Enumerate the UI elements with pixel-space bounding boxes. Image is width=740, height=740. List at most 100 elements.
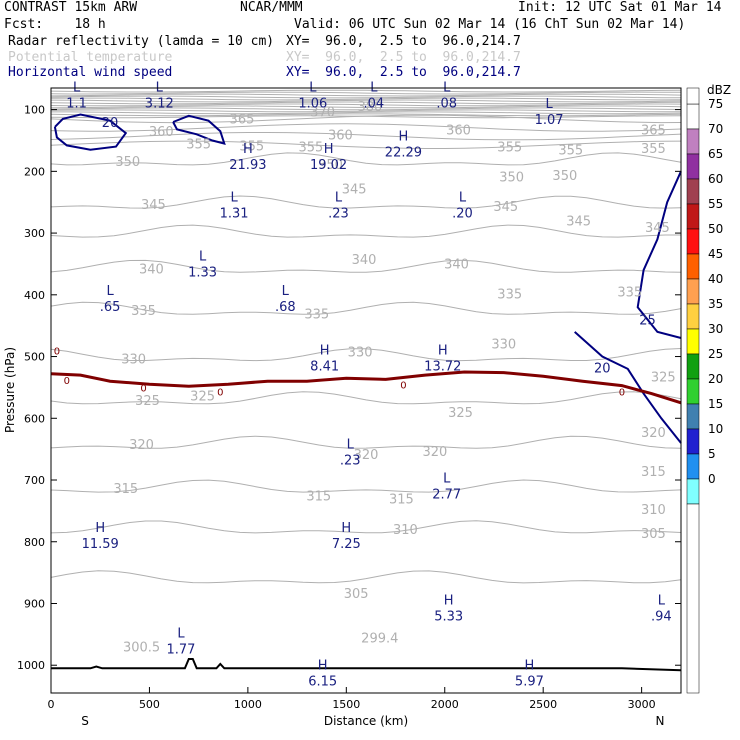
y-tick-label: 600 <box>24 412 45 425</box>
wind-extremum-marker: L <box>335 191 343 206</box>
wind-contour-line <box>574 331 682 444</box>
colorbar-label: 35 <box>708 297 723 311</box>
theta-contour-line <box>50 195 682 209</box>
colorbar-swatch <box>686 87 700 105</box>
y-tick-label: 300 <box>24 227 45 240</box>
theta-label: 350 <box>552 169 577 184</box>
colorbar-swatch <box>686 428 700 455</box>
x-axis-label: Distance (km) <box>324 714 408 728</box>
wind-extremum-value: 1.77 <box>166 642 195 657</box>
wind-contour-label: 20 <box>102 116 119 131</box>
theta-label: 340 <box>352 253 377 268</box>
theta-label: 325 <box>135 394 160 409</box>
theta-contour-line <box>50 152 682 166</box>
y-tick-label: 900 <box>24 597 45 610</box>
x-tick-label: 500 <box>139 698 160 711</box>
x-end-label-right: N <box>656 714 665 728</box>
wind-extremum-value: 5.97 <box>515 675 544 690</box>
theta-contour-line <box>50 520 682 534</box>
colorbar-label: 50 <box>708 222 723 236</box>
wind-contours <box>53 113 682 444</box>
wind-extremum-marker: H <box>444 594 454 609</box>
theta-contour-line <box>50 109 682 113</box>
wind-extremum-value: 6.15 <box>308 675 337 690</box>
freezing-level-label: 0 <box>217 388 223 399</box>
wind-contour-label: 25 <box>639 314 656 329</box>
y-tick-label: 400 <box>24 289 45 302</box>
theta-label: 320 <box>354 448 379 463</box>
theta-contour-line <box>50 140 682 149</box>
y-tick-label: 800 <box>24 536 45 549</box>
theta-contour-line <box>50 113 682 117</box>
colorbar-swatch <box>686 203 700 230</box>
colorbar-label: 20 <box>708 372 723 386</box>
wind-extremum-value: 5.33 <box>434 610 463 625</box>
theta-label: 335 <box>304 307 329 322</box>
theta-label: 305 <box>641 527 666 542</box>
wind-extremum-marker: L <box>177 626 185 641</box>
wind-extremum-marker: H <box>318 659 328 674</box>
x-tick-label: 3000 <box>628 698 656 711</box>
wind-extremum-value: 2.77 <box>432 488 461 503</box>
theta-label: 320 <box>641 426 666 441</box>
wind-extremum-value: 1.07 <box>535 113 564 128</box>
wind-extremum-value: 3.12 <box>145 97 174 112</box>
field3-xy: XY= 96.0, 2.5 to 96.0,214.7 <box>286 65 521 80</box>
wind-extremum-marker: H <box>341 521 351 536</box>
theta-contour-line <box>50 101 682 105</box>
wind-extremum-value: 1.06 <box>298 97 327 112</box>
wind-extremum-marker: H <box>525 659 535 674</box>
colorbar-label: 5 <box>708 447 716 461</box>
wind-extremum-value: 21.93 <box>229 158 266 173</box>
y-tick-label: 100 <box>24 104 45 117</box>
wind-contour-line <box>53 113 128 151</box>
theta-contour-line <box>50 95 682 99</box>
colorbar-swatch <box>686 353 700 380</box>
theta-contour-line <box>50 105 682 109</box>
theta-label: 315 <box>641 465 666 480</box>
theta-label: 345 <box>566 215 591 230</box>
header-center: NCAR/MMM <box>240 0 303 15</box>
colorbar-swatch <box>686 303 700 330</box>
colorbar-label: 75 <box>708 97 723 111</box>
theta-contour-line <box>50 114 682 124</box>
header-init: Init: 12 UTC Sat 01 Mar 14 <box>518 0 722 15</box>
x-tick-label: 1500 <box>332 698 360 711</box>
colorbar-swatch <box>686 253 700 280</box>
theta-label: 360 <box>328 128 353 143</box>
theta-label: 299.4 <box>361 631 398 646</box>
theta-label: 345 <box>645 221 670 236</box>
wind-extremum-marker: L <box>459 191 467 206</box>
y-tick-label: 700 <box>24 474 45 487</box>
theta-label: 355 <box>497 141 522 156</box>
wind-extremum-value: .23 <box>340 454 361 469</box>
wind-extremum-value: 11.59 <box>82 537 119 552</box>
wind-extremum-marker: L <box>545 97 553 112</box>
terrain-line <box>51 658 682 672</box>
colorbar-label: 70 <box>708 122 723 136</box>
y-tick-label: 200 <box>24 165 45 178</box>
theta-label: 340 <box>444 257 469 272</box>
theta-label: 330 <box>348 346 373 361</box>
plot-frame <box>50 87 682 694</box>
theta-label: 310 <box>641 503 666 518</box>
colorbar-swatch <box>686 103 700 130</box>
theta-label: 310 <box>393 523 418 538</box>
wind-extremum-marker: L <box>347 438 355 453</box>
colorbar-swatch <box>686 178 700 205</box>
theta-contour-line <box>50 89 682 93</box>
theta-contour-line <box>50 479 682 493</box>
theta-label: 355 <box>298 141 323 156</box>
theta-contours <box>50 89 682 584</box>
wind-extremum-marker: H <box>399 130 409 145</box>
theta-contour-line <box>51 111 682 115</box>
plot-labels: 360 355 365 370 380 355 360 355 350 360 355 355 365 3… <box>54 81 676 690</box>
colorbar-label: 30 <box>708 322 723 336</box>
theta-contour-line <box>50 435 682 449</box>
theta-label: 360 <box>446 123 471 138</box>
colorbar-label: 0 <box>708 472 716 486</box>
colorbar-title: dBZ <box>707 83 731 97</box>
theta-contour-line <box>50 103 682 107</box>
theta-label: 305 <box>344 587 369 602</box>
